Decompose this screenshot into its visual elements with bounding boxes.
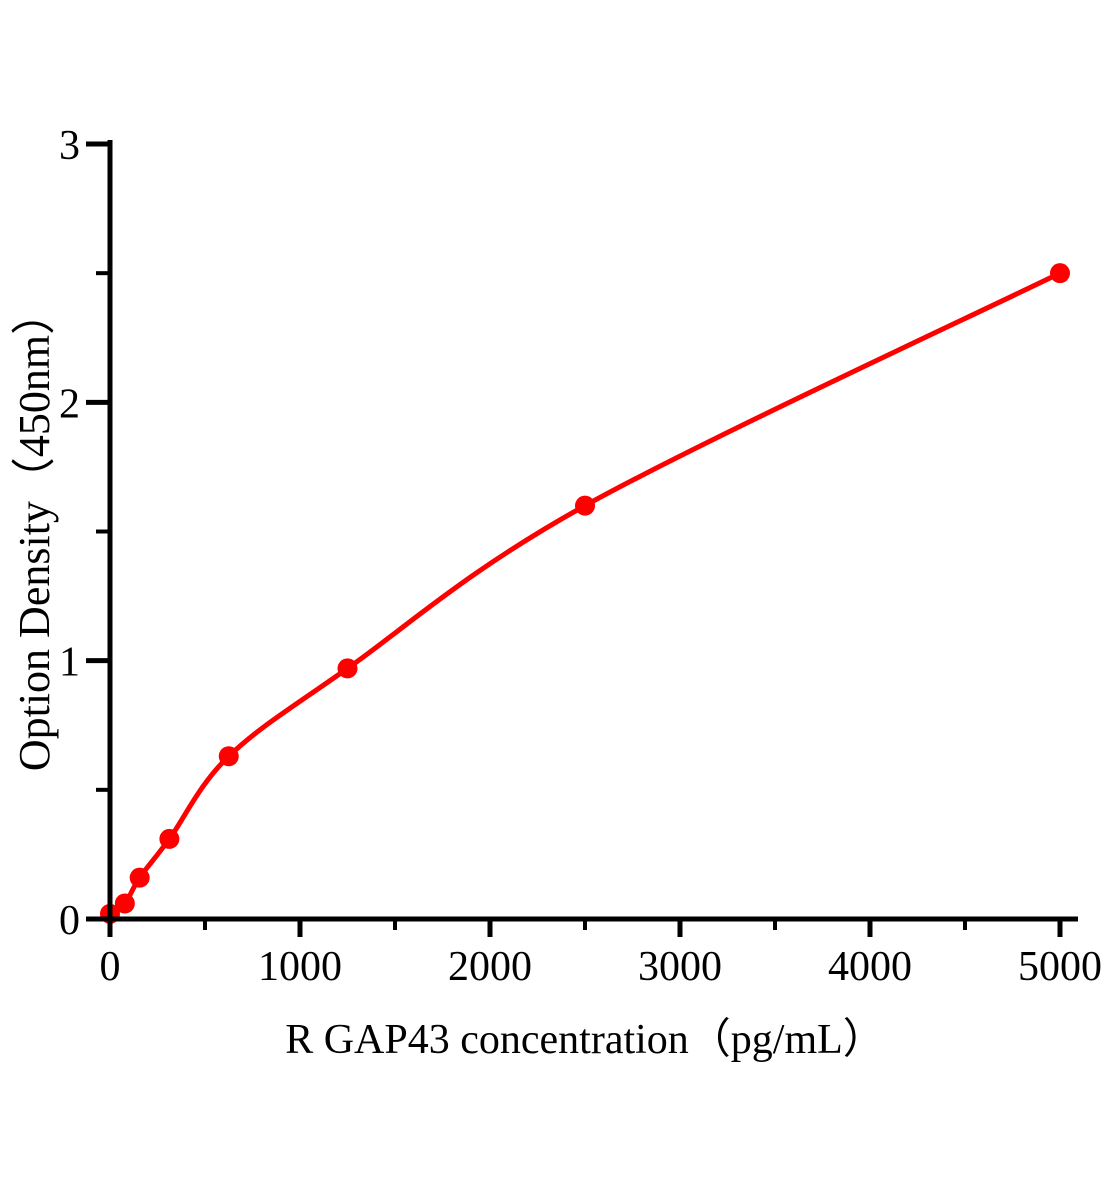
axes — [107, 140, 1078, 922]
data-point — [159, 828, 180, 849]
y-tick-label: 0 — [59, 898, 80, 944]
data-point — [337, 658, 358, 679]
data-point — [114, 893, 135, 914]
y-axis-title: Option Density（450nm） — [10, 290, 59, 772]
x-tick-label: 2000 — [448, 944, 532, 990]
data-point — [129, 867, 150, 888]
x-axis-title: R GAP43 concentration（pg/mL） — [285, 1017, 885, 1063]
y-tick-label: 3 — [59, 123, 80, 169]
y-tick-label: 2 — [59, 381, 80, 427]
x-tick-label: 4000 — [828, 944, 912, 990]
y-tick-label: 1 — [59, 640, 80, 686]
x-tick-label: 1000 — [258, 944, 342, 990]
x-tick-label: 3000 — [638, 944, 722, 990]
fit-curve — [108, 270, 1062, 916]
x-tick-label: 5000 — [1018, 944, 1102, 990]
x-tick-label: 0 — [100, 944, 121, 990]
data-point — [575, 495, 595, 516]
data-point — [1050, 263, 1070, 284]
data-point — [218, 746, 239, 767]
